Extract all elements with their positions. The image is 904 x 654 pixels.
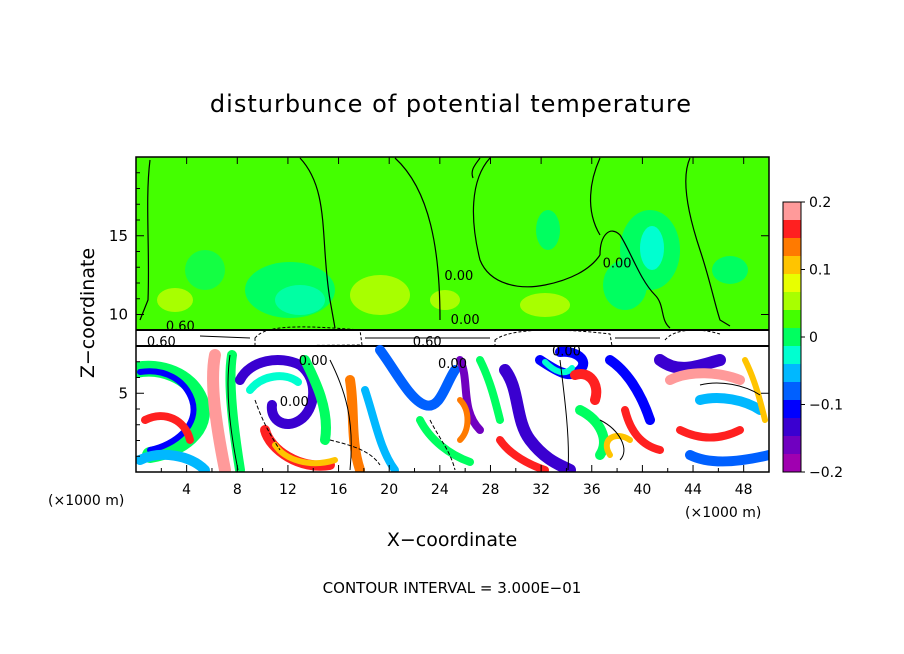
contour-label: 0.00: [438, 357, 467, 372]
colorbar-swatch: [783, 364, 801, 383]
colorbar-tick-label: −0.2: [809, 465, 843, 481]
interface-band: [136, 326, 769, 348]
x-tick-label: 32: [532, 482, 550, 498]
colorbar-swatch: [783, 202, 801, 221]
colorbar-swatch: [783, 418, 801, 437]
contour-label: 0.00: [603, 256, 632, 271]
colorbar-tick-label: 0.2: [809, 195, 831, 211]
x-tick-label: 20: [380, 482, 398, 498]
x-tick-label: 24: [431, 482, 449, 498]
x-axis-label: X−coordinate: [387, 529, 517, 551]
lower-layer-field: [136, 345, 769, 472]
contour-label: 0.00: [280, 395, 309, 410]
y-tick-label: 5: [118, 384, 128, 402]
x-axis-ticks: 4 8 12 16 20 24 28 32 36 40 44 48: [160, 157, 753, 498]
contour-label: 0.60: [147, 335, 176, 350]
colorbar-swatch: [783, 238, 801, 257]
x-tick-label: 8: [233, 482, 242, 498]
plot-area: 0.000.000.000.600.60 0.600.000.00 0.000.00: [136, 157, 769, 472]
contour-label: 0.60: [166, 319, 195, 334]
y-axis-label: Z−coordinate: [77, 248, 99, 378]
x-tick-label: 36: [583, 482, 601, 498]
contour-labels: 0.000.000.000.600.60 0.600.000.00 0.000.00: [147, 256, 632, 410]
y-axis-ticks: 5 10 15: [109, 172, 769, 457]
contour-interval-note: CONTOUR INTERVAL = 3.000E−01: [323, 579, 582, 597]
contour-label: 0.00: [552, 344, 581, 359]
x-tick-label: 28: [482, 482, 500, 498]
y-tick-label: 15: [109, 227, 128, 245]
x-unit-left: (×1000 m): [48, 493, 124, 509]
colorbar-swatch: [783, 256, 801, 275]
contour-label: 0.00: [299, 354, 328, 369]
contour-label: 0.00: [444, 269, 473, 284]
colorbar-swatch: [783, 382, 801, 401]
colorbar-swatch: [783, 220, 801, 239]
colorbar-swatch: [783, 400, 801, 419]
colorbar-tick-label: 0.1: [809, 263, 831, 279]
x-tick-label: 4: [182, 482, 191, 498]
colorbar-swatch: [783, 346, 801, 365]
contour-label: 0.00: [451, 313, 480, 328]
colorbar-swatch: [783, 274, 801, 293]
contour-label: 0.60: [413, 335, 442, 350]
colorbar-swatch: [783, 310, 801, 329]
colorbar-swatch: [783, 436, 801, 455]
chart-title: disturbunce of potential temperature: [210, 90, 692, 118]
x-tick-label: 12: [279, 482, 297, 498]
upper-layer-anomalies: [157, 210, 748, 318]
colorbar-swatch: [783, 328, 801, 347]
colorbar: 0.2 0.1 0 −0.1 −0.2: [782, 195, 843, 481]
colorbar-tick-label: 0: [809, 330, 818, 346]
colorbar-tick-label: −0.1: [809, 398, 843, 414]
upper-contours: [139, 157, 731, 329]
colorbar-swatch: [783, 454, 801, 473]
colorbar-swatch: [783, 292, 801, 311]
x-tick-label: 44: [684, 482, 702, 498]
x-tick-label: 16: [330, 482, 348, 498]
x-tick-label: 48: [735, 482, 753, 498]
y-tick-label: 10: [109, 306, 128, 324]
x-unit-right: (×1000 m): [685, 505, 761, 521]
x-tick-label: 40: [633, 482, 651, 498]
